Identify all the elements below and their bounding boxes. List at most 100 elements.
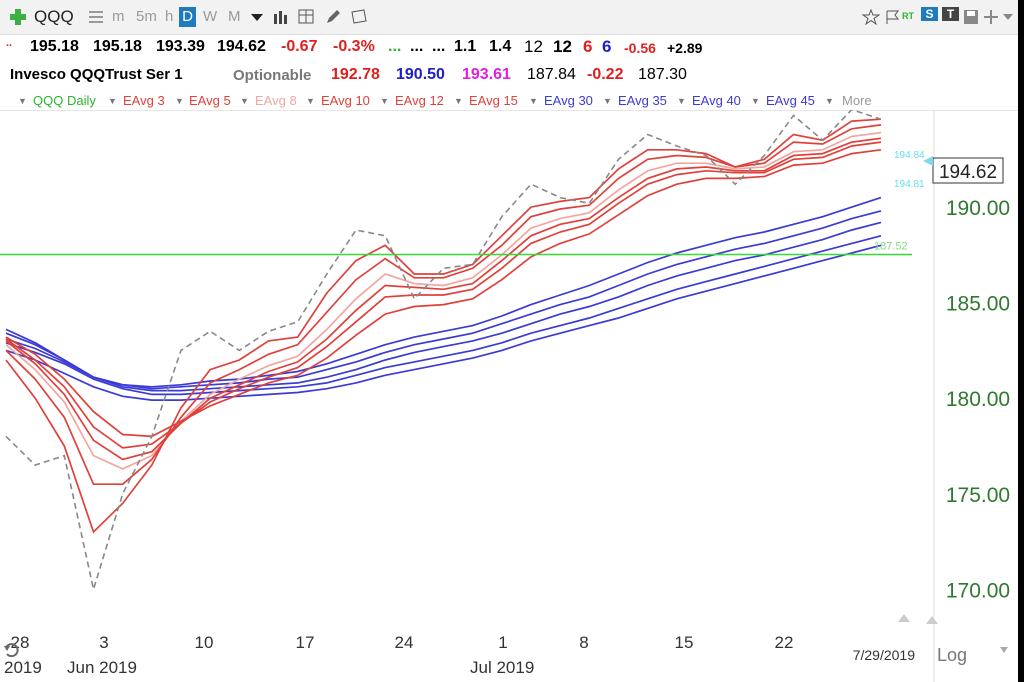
value-3: 12	[524, 37, 543, 56]
green-dots: ...	[388, 38, 402, 55]
t-badge[interactable]: T	[942, 7, 959, 21]
legend-item-eavg30[interactable]: EAvg 30	[544, 93, 593, 108]
chevron-down-icon[interactable]: ▼	[825, 96, 834, 106]
legend-item-eavg45[interactable]: EAvg 45	[766, 93, 815, 108]
note-icon[interactable]	[350, 9, 368, 25]
legend-item-eavg40[interactable]: EAvg 40	[692, 93, 741, 108]
change-value: -0.67	[281, 38, 318, 55]
last-price-badge: 194.62	[932, 157, 1004, 184]
y-tick-label: 180.00	[946, 388, 1010, 411]
ema-series-line	[5, 210, 882, 390]
refresh-icon[interactable]	[4, 643, 19, 658]
x-month-label-jul: Jul 2019	[470, 658, 534, 677]
price-1: 192.78	[331, 66, 380, 83]
x-tick-label: 10	[195, 633, 214, 652]
legend-item-eavg35[interactable]: EAvg 35	[618, 93, 667, 108]
flag-icon[interactable]	[884, 9, 902, 25]
more-menu-icon[interactable]	[1000, 9, 1018, 25]
price-marker-icon	[923, 156, 933, 166]
period-button-5m[interactable]: 5m	[136, 8, 157, 25]
period-button-d[interactable]: D	[179, 7, 196, 27]
chevron-down-icon[interactable]: ▼	[18, 96, 27, 106]
scroll-up-icon[interactable]	[926, 616, 938, 624]
legend-item-eavg10[interactable]: EAvg 10	[321, 93, 370, 108]
legend-item-qqq-daily[interactable]: QQQ Daily	[33, 93, 96, 108]
legend-more-button[interactable]: More	[842, 93, 872, 108]
change-pct-value: -0.3%	[333, 38, 375, 55]
legend-item-eavg15[interactable]: EAvg 15	[469, 93, 518, 108]
chevron-down-icon[interactable]: ▼	[529, 96, 538, 106]
move-icon[interactable]	[982, 9, 1000, 25]
ema-series-line	[5, 244, 882, 401]
bar-chart-icon[interactable]	[272, 9, 290, 25]
value-5: 6	[583, 37, 593, 56]
value-4: 12	[553, 37, 572, 56]
legend-item-eavg12[interactable]: EAvg 12	[395, 93, 444, 108]
dots-2: ...	[432, 38, 446, 55]
open-value: 195.18	[30, 38, 79, 55]
log-scale-toggle[interactable]: Log	[937, 645, 967, 665]
ema-series-line	[5, 196, 882, 388]
add-symbol-icon[interactable]	[8, 7, 28, 27]
list-icon[interactable]	[88, 9, 106, 25]
x-year-label: 2019	[4, 658, 42, 677]
period-button-mo[interactable]: M	[228, 8, 241, 25]
scroll-up-icon[interactable]	[898, 614, 910, 622]
chevron-down-icon[interactable]: ▼	[677, 96, 686, 106]
x-tick-label: 24	[395, 633, 414, 652]
hline-label: 187.52	[874, 241, 908, 253]
chevron-down-icon[interactable]: ▼	[751, 96, 760, 106]
save-icon[interactable]	[962, 9, 980, 25]
series-layer	[5, 110, 882, 593]
y-tick-label: 185.00	[946, 293, 1010, 316]
expand-icon[interactable]	[1000, 647, 1008, 653]
ema-series-line	[5, 137, 882, 461]
price-5: -0.22	[587, 66, 624, 83]
pencil-icon[interactable]	[324, 9, 342, 25]
period-button-h[interactable]: h	[165, 8, 174, 25]
rt-badge[interactable]: RT	[902, 11, 914, 21]
high-value: 195.18	[93, 38, 142, 55]
chevron-down-icon[interactable]: ▼	[306, 96, 315, 106]
chevron-down-icon[interactable]: ▼	[603, 96, 612, 106]
star-icon[interactable]	[862, 9, 880, 25]
value-1: 1.1	[454, 38, 477, 55]
period-button-w[interactable]: W	[203, 8, 218, 25]
x-tick-label: 17	[296, 633, 315, 652]
chevron-down-icon[interactable]	[248, 9, 266, 25]
tag-upper: 194.84	[894, 150, 925, 161]
price-4: 187.84	[527, 66, 576, 83]
dots: ...	[410, 38, 424, 55]
ema-series-line	[5, 141, 882, 449]
chevron-down-icon[interactable]: ▼	[454, 96, 463, 106]
toolbar: QQQ m 5m h D W M	[0, 0, 1018, 35]
ema-series-line	[5, 148, 882, 438]
chevron-down-icon[interactable]: ▼	[175, 96, 184, 106]
chevron-down-icon[interactable]: ▼	[380, 96, 389, 106]
x-tick-label: 22	[775, 633, 794, 652]
period-button-m[interactable]: m	[112, 8, 125, 25]
price-2: 190.50	[396, 66, 445, 83]
symbol-label[interactable]: QQQ	[34, 7, 74, 26]
last-price-label: 194.62	[939, 162, 997, 183]
chevron-down-icon[interactable]: ▼	[240, 96, 249, 106]
legend-item-eavg3[interactable]: EAvg 3	[123, 93, 165, 108]
current-date-label: 7/29/2019	[853, 647, 915, 663]
grid-add-icon[interactable]	[298, 9, 316, 25]
ema-series-line	[5, 234, 882, 396]
ema-series-line	[5, 221, 882, 392]
ema-series-line	[5, 131, 882, 470]
chevron-down-icon[interactable]: ▼	[108, 96, 117, 106]
s-badge[interactable]: S	[921, 7, 938, 21]
legend-item-eavg8[interactable]: EAvg 8	[255, 93, 297, 108]
close-value: 194.62	[217, 38, 266, 55]
value-7: -0.56	[624, 40, 656, 56]
x-tick-label: 8	[579, 633, 588, 652]
price-chart[interactable]: 170.00 175.00 180.00 185.00 190.00 194.6…	[0, 110, 1018, 682]
x-tick-label: 28	[11, 633, 30, 652]
price-series-line	[5, 110, 882, 593]
low-value: 193.39	[156, 38, 205, 55]
instrument-name: Invesco QQQTrust Ser 1	[10, 66, 183, 83]
legend-item-eavg5[interactable]: EAvg 5	[189, 93, 231, 108]
